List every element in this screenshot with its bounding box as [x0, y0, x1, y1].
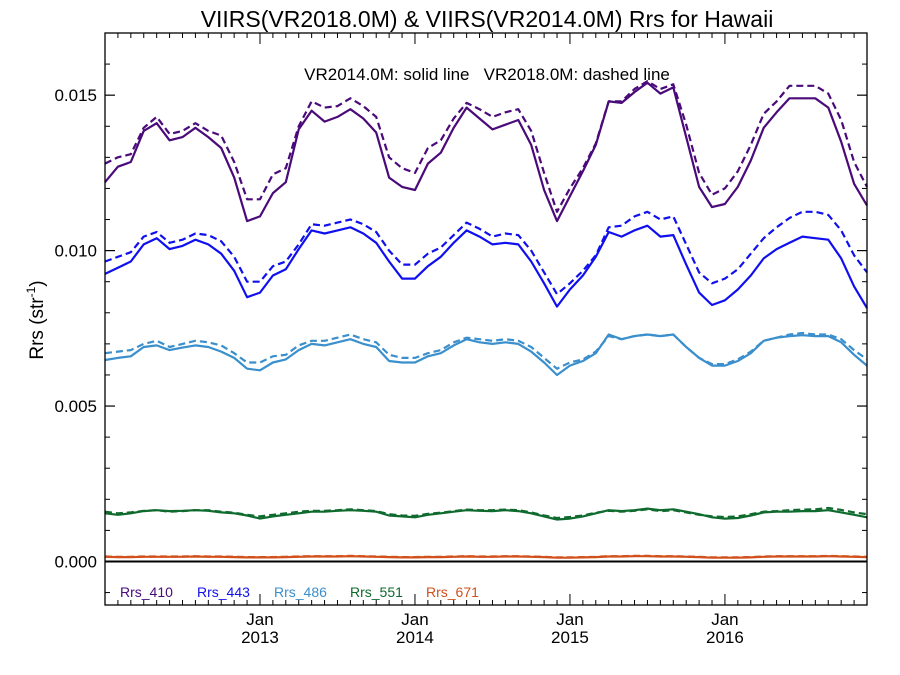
series-rrs-486-solid-line [104, 333, 868, 377]
x-tick-label-year: 2015 [551, 628, 589, 647]
y-tick-label: 0.000 [54, 552, 97, 571]
legend-rrs-410: Rrs_410 [120, 584, 173, 600]
x-tick-label-month: Jan [711, 610, 738, 629]
series-rrs-486-dashed-line [104, 331, 868, 370]
y-tick-label: 0.005 [54, 397, 97, 416]
y-axis-label: Rrs (str-1) [24, 280, 48, 359]
x-tick-label-year: 2014 [396, 628, 434, 647]
legend-rrs-551: Rrs_551 [350, 584, 403, 600]
legend-rrs-671: Rrs_671 [426, 584, 479, 600]
series-rrs-551-dashed-line [104, 506, 868, 520]
chart-title: VIIRS(VR2018.0M) & VIIRS(VR2014.0M) Rrs … [201, 6, 774, 32]
plot-frame [104, 32, 868, 606]
y-tick-label: 0.015 [54, 86, 97, 105]
series-rrs-671-dashed-line [104, 554, 868, 559]
series-rrs-443-solid-line [104, 224, 868, 309]
series-rrs-443-dashed-line [104, 210, 868, 296]
series-rrs-410-solid-line [104, 81, 868, 223]
legend-rrs-486: Rrs_486 [274, 584, 327, 600]
y-axis-label-close: ) [27, 280, 48, 286]
y-axis-label-superscript: -1 [24, 286, 38, 297]
x-tick-label-month: Jan [401, 610, 428, 629]
x-tick-label-year: 2016 [706, 628, 744, 647]
x-tick-label-month: Jan [556, 610, 583, 629]
y-tick-label: 0.010 [54, 242, 97, 261]
x-tick-label-month: Jan [246, 610, 273, 629]
line-style-annotation: VR2014.0M: solid line VR2018.0M: dashed … [304, 65, 670, 84]
x-tick-label-year: 2013 [241, 628, 279, 647]
legend-rrs-443: Rrs_443 [197, 584, 250, 600]
y-axis-label-main: Rrs (str [27, 297, 48, 360]
series-rrs-410-dashed-line [104, 80, 868, 213]
